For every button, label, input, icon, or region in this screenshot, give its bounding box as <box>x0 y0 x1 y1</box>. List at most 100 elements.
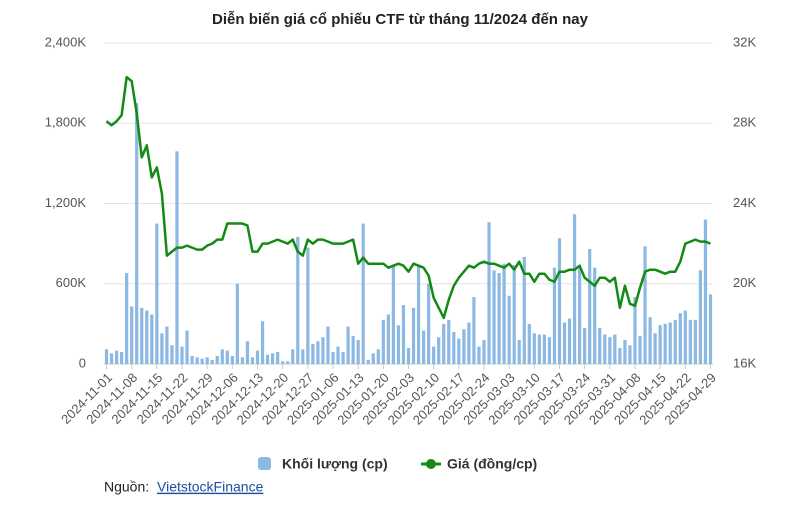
volume-bar <box>180 346 184 364</box>
volume-bar <box>391 265 396 364</box>
volume-bar <box>618 347 622 364</box>
volume-bar <box>648 317 652 364</box>
volume-bar <box>265 354 270 364</box>
volume-bar <box>170 345 174 364</box>
volume-bar <box>331 351 335 364</box>
volume-bar <box>633 297 637 364</box>
y-tick-label: 0 <box>79 355 86 370</box>
volume-bar <box>628 345 632 364</box>
volume-bar <box>245 341 250 364</box>
source-link[interactable]: VietstockFinance <box>157 479 264 495</box>
volume-bar <box>583 327 587 364</box>
volume-bar <box>160 333 164 364</box>
volume-bar <box>195 357 199 364</box>
volume-bar <box>708 294 713 364</box>
volume-bar <box>432 346 436 364</box>
volume-bar <box>321 337 325 364</box>
volume-bar <box>547 337 552 364</box>
volume-bar <box>673 319 677 364</box>
volume-bar <box>371 353 375 364</box>
volume-bar <box>104 349 109 364</box>
volume-bar <box>658 325 662 364</box>
volume-bar <box>401 305 406 364</box>
volume-bar <box>698 270 703 364</box>
volume-bar <box>406 347 411 364</box>
volume-bar <box>643 246 647 364</box>
volume-bar <box>250 357 255 364</box>
volume-bar <box>678 313 682 364</box>
volume-bar <box>467 322 471 364</box>
volume-bar <box>683 310 687 364</box>
volume-bar <box>351 335 355 364</box>
volume-bar <box>688 319 692 364</box>
volume-bar <box>663 323 667 364</box>
volume-bar <box>603 334 607 364</box>
volume-bar <box>381 319 385 364</box>
volume-bar <box>270 353 275 364</box>
volume-bar <box>477 346 481 364</box>
volume-bar <box>457 338 461 364</box>
volume-bar <box>114 350 119 364</box>
volume-bar <box>537 334 541 364</box>
volume-bar <box>386 314 390 364</box>
volume-bar <box>396 325 401 364</box>
volume-bar <box>653 333 657 364</box>
volume-bar <box>542 334 547 364</box>
volume-bar <box>205 357 209 364</box>
volume-bar <box>703 219 708 364</box>
volume-bar <box>326 326 330 364</box>
volume-bar <box>572 214 577 364</box>
y2-tick-label: 16K <box>733 355 756 370</box>
volume-bar <box>502 263 506 364</box>
volume-bar <box>693 319 697 364</box>
volume-bar <box>411 307 416 364</box>
volume-bar <box>482 339 486 364</box>
volume-bar <box>341 351 345 364</box>
volume-bar <box>225 350 229 364</box>
volume-bar <box>593 267 597 364</box>
volume-bar <box>361 223 365 364</box>
volume-bar <box>190 355 194 364</box>
volume-bar <box>608 337 612 364</box>
chart-title: Diễn biến giá cổ phiếu CTF từ tháng 11/2… <box>212 11 589 28</box>
volume-bar <box>276 351 280 364</box>
volume-bar <box>175 151 179 364</box>
volume-bar <box>346 326 350 364</box>
volume-bar <box>145 310 149 364</box>
volume-bar <box>366 359 370 364</box>
volume-bar <box>200 358 204 364</box>
volume-bar <box>140 307 144 364</box>
volume-bar <box>522 257 526 364</box>
volume-bar <box>286 361 290 364</box>
volume-bar <box>452 331 456 364</box>
volume-bar <box>421 330 426 364</box>
volume-bar <box>416 265 421 364</box>
volume-bar <box>427 283 431 364</box>
volume-bar <box>462 329 466 364</box>
volume-bar <box>507 295 511 364</box>
y2-tick-label: 20K <box>733 275 756 290</box>
volume-bar <box>588 248 592 364</box>
volume-bar <box>150 314 154 364</box>
volume-bar <box>527 323 531 364</box>
volume-bar <box>125 273 129 364</box>
volume-bar <box>552 267 557 364</box>
volume-bar <box>517 339 521 364</box>
volume-bar <box>557 238 562 364</box>
y-tick-label: 600K <box>56 275 87 290</box>
volume-bar <box>311 343 315 364</box>
price-line <box>105 75 711 320</box>
volume-bar <box>296 236 300 364</box>
volume-bar <box>316 341 320 364</box>
volume-bar <box>613 334 617 364</box>
volume-bar <box>301 349 305 364</box>
volume-bar <box>281 361 285 364</box>
volume-bar <box>487 222 491 364</box>
volume-bar <box>260 321 265 364</box>
volume-bar <box>512 265 516 364</box>
legend-swatch <box>426 459 436 469</box>
volume-bar <box>638 335 642 364</box>
y-tick-label: 1,800K <box>45 115 87 130</box>
volume-bar <box>376 349 380 364</box>
volume-bar <box>185 330 189 364</box>
